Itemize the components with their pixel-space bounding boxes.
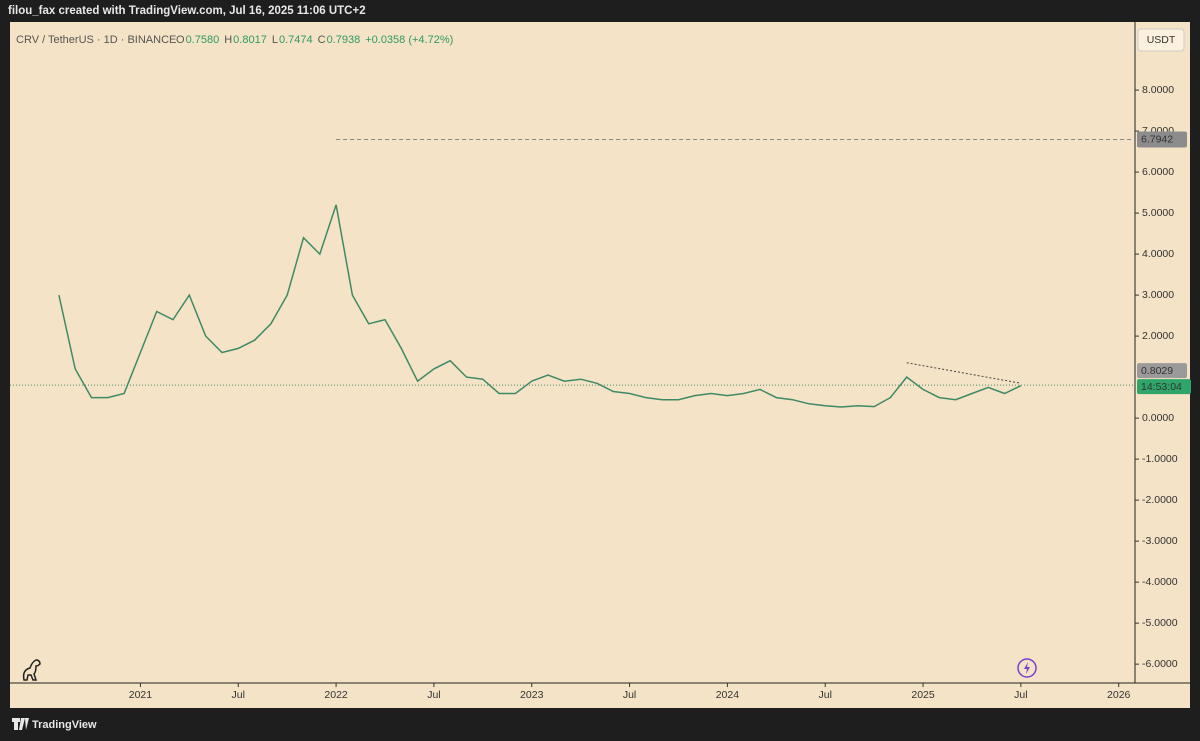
y-tick-label: 4.0000	[1142, 248, 1174, 260]
ohlc-value: 0.8017	[233, 34, 267, 46]
legend: CRV / TetherUS · 1D · BINANCE O 0.7580 H 0.…	[16, 34, 453, 46]
x-tick-label: Jul	[427, 689, 440, 701]
price-line	[58, 204, 1022, 408]
trendline	[906, 362, 1021, 384]
logo-icon	[22, 659, 41, 681]
y-tick-label: 3.0000	[1142, 289, 1174, 301]
currency[interactable]: USDT	[1147, 34, 1176, 46]
symbol: CRV / TetherUS · 1D · BINANCE	[16, 34, 176, 46]
ohlc-key: L	[272, 34, 278, 46]
change: +0.0358 (+4.72%)	[365, 34, 453, 46]
x-tick-label: 2024	[716, 689, 740, 701]
y-tick-label: 8.0000	[1142, 84, 1174, 96]
y-tick-label: 2.0000	[1142, 330, 1174, 342]
x-tick-label: Jul	[623, 689, 636, 701]
y-tick-label: -4.0000	[1142, 576, 1178, 588]
last-price-box	[1137, 363, 1187, 379]
ohlc-key: H	[224, 34, 232, 46]
alert-icon[interactable]	[1017, 658, 1037, 678]
y-tick-label: 6.0000	[1142, 166, 1174, 178]
ohlc-key: C	[318, 34, 326, 46]
y-tick-label: -6.0000	[1142, 658, 1178, 670]
currency-button[interactable]	[1137, 28, 1185, 52]
x-tick-label: 2022	[324, 689, 348, 701]
ohlc-key: O	[176, 34, 185, 46]
x-tick-label: Jul	[1014, 689, 1027, 701]
ohlc-value: 0.7474	[279, 34, 313, 46]
x-tick-label: Jul	[232, 689, 245, 701]
y-tick-label: -2.0000	[1142, 494, 1178, 506]
ohlc-value: 0.7580	[186, 34, 220, 46]
brand-logo	[12, 718, 29, 730]
countdown: 14:53:04	[1141, 381, 1182, 393]
y-tick-label: -1.0000	[1142, 453, 1178, 465]
high-label-box	[1137, 131, 1187, 148]
chart-pane	[10, 22, 1190, 708]
y-tick-label: -5.0000	[1142, 617, 1178, 629]
high-label: 6.7942	[1141, 133, 1173, 145]
x-tick-label: 2023	[520, 689, 544, 701]
brand: TradingView	[32, 719, 97, 731]
last-price-label: 0.8029	[1141, 365, 1173, 377]
y-tick-label: -3.0000	[1142, 535, 1178, 547]
header-title: filou_fax created with TradingView.com, …	[8, 5, 366, 17]
x-tick-label: 2026	[1107, 689, 1131, 701]
x-tick-label: Jul	[818, 689, 831, 701]
y-tick-label: 5.0000	[1142, 207, 1174, 219]
countdown-box	[1137, 379, 1191, 395]
alert-bolt	[1024, 662, 1030, 674]
x-tick-label: 2025	[911, 689, 935, 701]
ohlc-value: 0.7938	[327, 34, 361, 46]
x-tick-label: 2021	[129, 689, 153, 701]
y-tick-label: 0.0000	[1142, 412, 1174, 424]
